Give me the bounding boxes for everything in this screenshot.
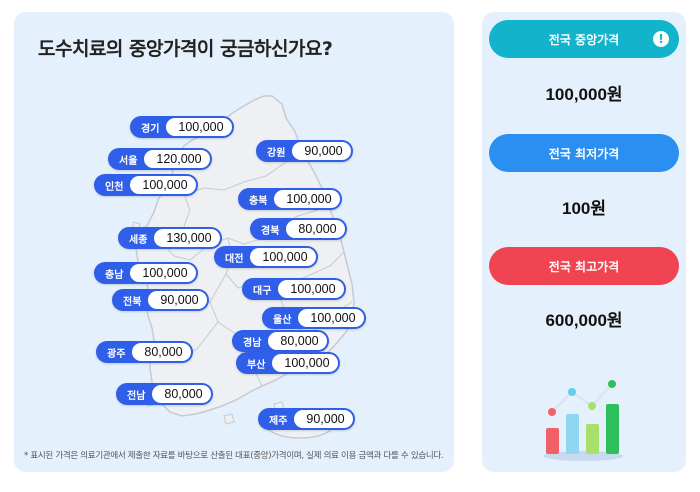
region-pill-chungbuk[interactable]: 충북 100,000: [238, 188, 342, 210]
region-pill-gangwon[interactable]: 강원 90,000: [256, 140, 353, 162]
region-pill-gyeonggi[interactable]: 경기 100,000: [130, 116, 234, 138]
region-name: 대구: [253, 285, 272, 297]
region-name: 제주: [269, 415, 288, 427]
median-price-button[interactable]: 전국 중앙가격 !: [489, 20, 679, 58]
region-pill-incheon[interactable]: 인천 100,000: [94, 174, 198, 196]
region-price: 80,000: [152, 385, 211, 403]
region-name: 서울: [119, 155, 138, 167]
region-pill-jeonbuk[interactable]: 전북 90,000: [112, 289, 209, 311]
region-name: 충남: [105, 269, 124, 281]
region-price: 100,000: [274, 190, 340, 208]
region-price: 80,000: [268, 332, 327, 350]
region-name: 전남: [127, 390, 146, 402]
region-name: 광주: [107, 348, 126, 360]
price-footnote: * 표시된 가격은 의료기관에서 제출한 자료를 바탕으로 산출된 대표(중앙)…: [24, 451, 444, 461]
region-name: 경기: [141, 123, 160, 135]
region-name: 대전: [225, 253, 244, 265]
region-name: 세종: [129, 234, 148, 246]
region-name: 인천: [105, 181, 124, 193]
region-pill-jeju[interactable]: 제주 90,000: [258, 408, 355, 430]
region-price: 120,000: [144, 150, 210, 168]
region-name: 충북: [249, 195, 268, 207]
region-pill-daejeon[interactable]: 대전 100,000: [214, 246, 318, 268]
max-price-value: 600,000원: [545, 311, 623, 330]
min-price-value: 100원: [561, 199, 606, 218]
region-pill-gyeongbuk[interactable]: 경북 80,000: [250, 218, 347, 240]
region-price: 90,000: [292, 142, 351, 160]
region-price: 80,000: [132, 343, 191, 361]
max-price-label: 전국 최고가격: [548, 259, 620, 274]
region-price: 100,000: [130, 264, 196, 282]
min-price-button[interactable]: 전국 최저가격: [489, 134, 679, 172]
max-price-button[interactable]: 전국 최고가격: [489, 247, 679, 285]
region-price: 100,000: [298, 309, 364, 327]
price-map-panel: 도수치료의 중앙가격이 궁금하신가요? 경기 100,000 강원 90,000…: [14, 12, 454, 472]
region-pill-busan[interactable]: 부산 100,000: [236, 352, 340, 374]
region-price: 130,000: [154, 229, 220, 247]
region-price: 100,000: [272, 354, 338, 372]
median-price-label: 전국 중앙가격: [548, 32, 620, 47]
region-pill-chungnam[interactable]: 충남 100,000: [94, 262, 198, 284]
min-price-label: 전국 최저가격: [548, 146, 620, 161]
map-title: 도수치료의 중앙가격이 궁금하신가요?: [38, 38, 333, 60]
region-price: 80,000: [286, 220, 345, 238]
region-pill-daegu[interactable]: 대구 100,000: [242, 278, 346, 300]
region-pill-gwangju[interactable]: 광주 80,000: [96, 341, 193, 363]
region-name: 강원: [267, 147, 286, 159]
region-pill-sejong[interactable]: 세종 130,000: [118, 227, 222, 249]
region-pill-jeonnam[interactable]: 전남 80,000: [116, 383, 213, 405]
region-name: 경남: [243, 337, 262, 349]
region-pill-gyeongnam[interactable]: 경남 80,000: [232, 330, 329, 352]
region-pill-seoul[interactable]: 서울 120,000: [108, 148, 212, 170]
region-price: 100,000: [130, 176, 196, 194]
region-price: 100,000: [278, 280, 344, 298]
region-name: 경북: [261, 225, 280, 237]
bar-chart-icon: [543, 380, 623, 461]
median-price-value: 100,000원: [545, 85, 623, 104]
region-name: 울산: [273, 314, 292, 326]
region-price: 90,000: [148, 291, 207, 309]
region-pill-ulsan[interactable]: 울산 100,000: [262, 307, 366, 329]
exclamation-circle-icon[interactable]: !: [653, 31, 669, 47]
region-price: 100,000: [166, 118, 232, 136]
region-price: 100,000: [250, 248, 316, 266]
korea-map: [131, 95, 355, 439]
national-stats-panel: 전국 중앙가격 ! 100,000원 전국 최저가격 100원 전국 최고가격 …: [482, 12, 686, 472]
region-name: 전북: [123, 296, 142, 308]
region-price: 90,000: [294, 410, 353, 428]
region-name: 부산: [247, 359, 266, 371]
